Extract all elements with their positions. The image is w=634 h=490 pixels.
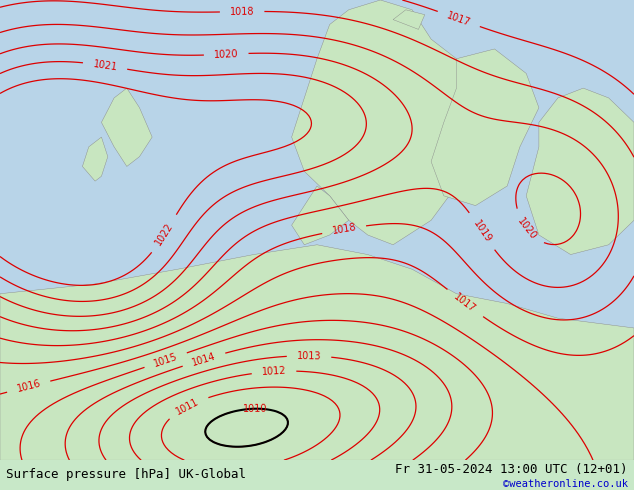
Text: 1022: 1022 [153,221,176,247]
Polygon shape [431,49,539,206]
Text: 1020: 1020 [515,216,538,242]
Text: 1010: 1010 [243,404,267,414]
Polygon shape [393,10,425,29]
Text: 1012: 1012 [261,366,287,377]
Text: 1020: 1020 [214,49,239,60]
Text: ©weatheronline.co.uk: ©weatheronline.co.uk [503,479,628,489]
Text: 1015: 1015 [152,351,179,369]
Polygon shape [0,245,634,460]
Text: 1018: 1018 [230,6,254,17]
Text: 1011: 1011 [174,396,201,416]
Text: 1019: 1019 [471,219,493,245]
Text: Fr 31-05-2024 13:00 UTC (12+01): Fr 31-05-2024 13:00 UTC (12+01) [395,464,628,476]
Bar [0,460,634,490]
Polygon shape [526,88,634,254]
Text: 1017: 1017 [452,292,478,315]
Text: Surface pressure [hPa] UK-Global: Surface pressure [hPa] UK-Global [6,468,247,481]
Text: 1016: 1016 [16,379,42,394]
Text: 1014: 1014 [191,351,217,368]
Polygon shape [82,137,108,181]
Text: 1013: 1013 [297,351,321,361]
Text: 1018: 1018 [331,222,357,236]
Text: 1021: 1021 [92,59,118,73]
Text: 1017: 1017 [446,10,472,28]
Polygon shape [101,88,152,167]
Polygon shape [292,0,476,245]
Polygon shape [292,186,349,245]
